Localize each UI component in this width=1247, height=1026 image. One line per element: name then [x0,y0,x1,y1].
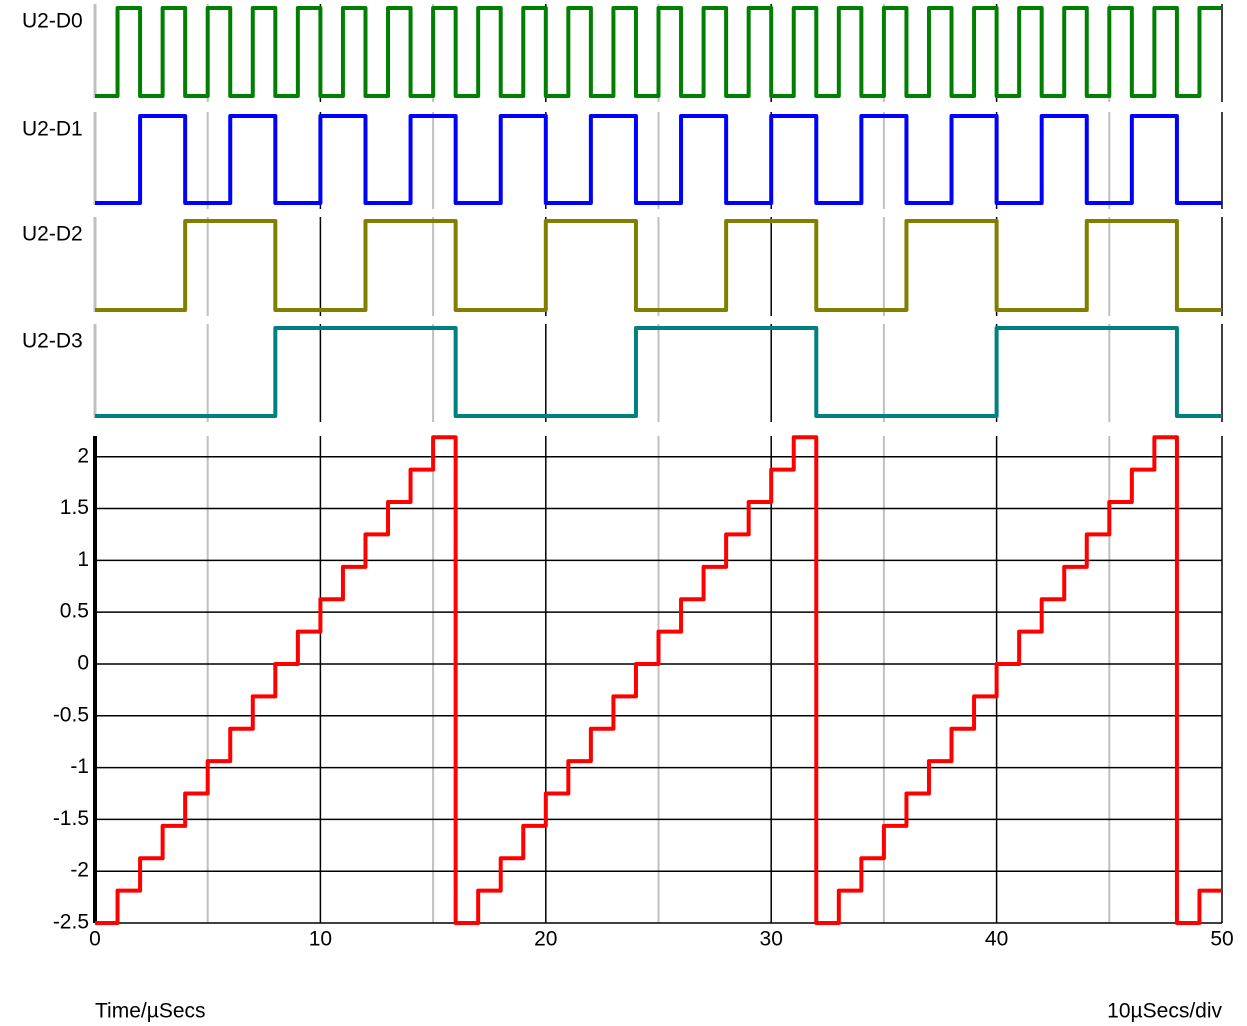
time-scale-note: 10µSecs/div [1107,1000,1222,1023]
y-tick-label: -2.5 [53,911,89,934]
y-tick-label: 1 [77,548,89,571]
digital-trace [95,219,1222,312]
x-tick-label: 30 [760,928,783,951]
x-tick-label: 50 [1210,928,1233,951]
analog-trace [95,435,1222,925]
trace-label: U2-D3 [22,330,83,353]
y-tick-label: -1 [70,755,89,778]
x-tick-label: 20 [534,928,557,951]
y-tick-label: 0.5 [60,600,89,623]
digital-trace [95,114,1222,205]
trace-label: U2-D2 [22,223,83,246]
y-tick-label: -1.5 [53,807,89,830]
trace-label: U2-D1 [22,118,83,141]
trace-label: U2-D0 [22,10,83,33]
y-tick-label: -2 [70,859,89,882]
y-tick-label: -0.5 [53,703,89,726]
x-tick-label: 10 [309,928,332,951]
digital-trace [95,6,1222,98]
y-tick-label: 2 [77,444,89,467]
x-tick-label: 0 [89,928,101,951]
y-tick-label: 1.5 [60,496,89,519]
digital-trace [95,326,1222,418]
x-tick-label: 40 [985,928,1008,951]
x-axis-label: Time/µSecs [95,1000,206,1023]
y-tick-label: 0 [77,652,89,675]
